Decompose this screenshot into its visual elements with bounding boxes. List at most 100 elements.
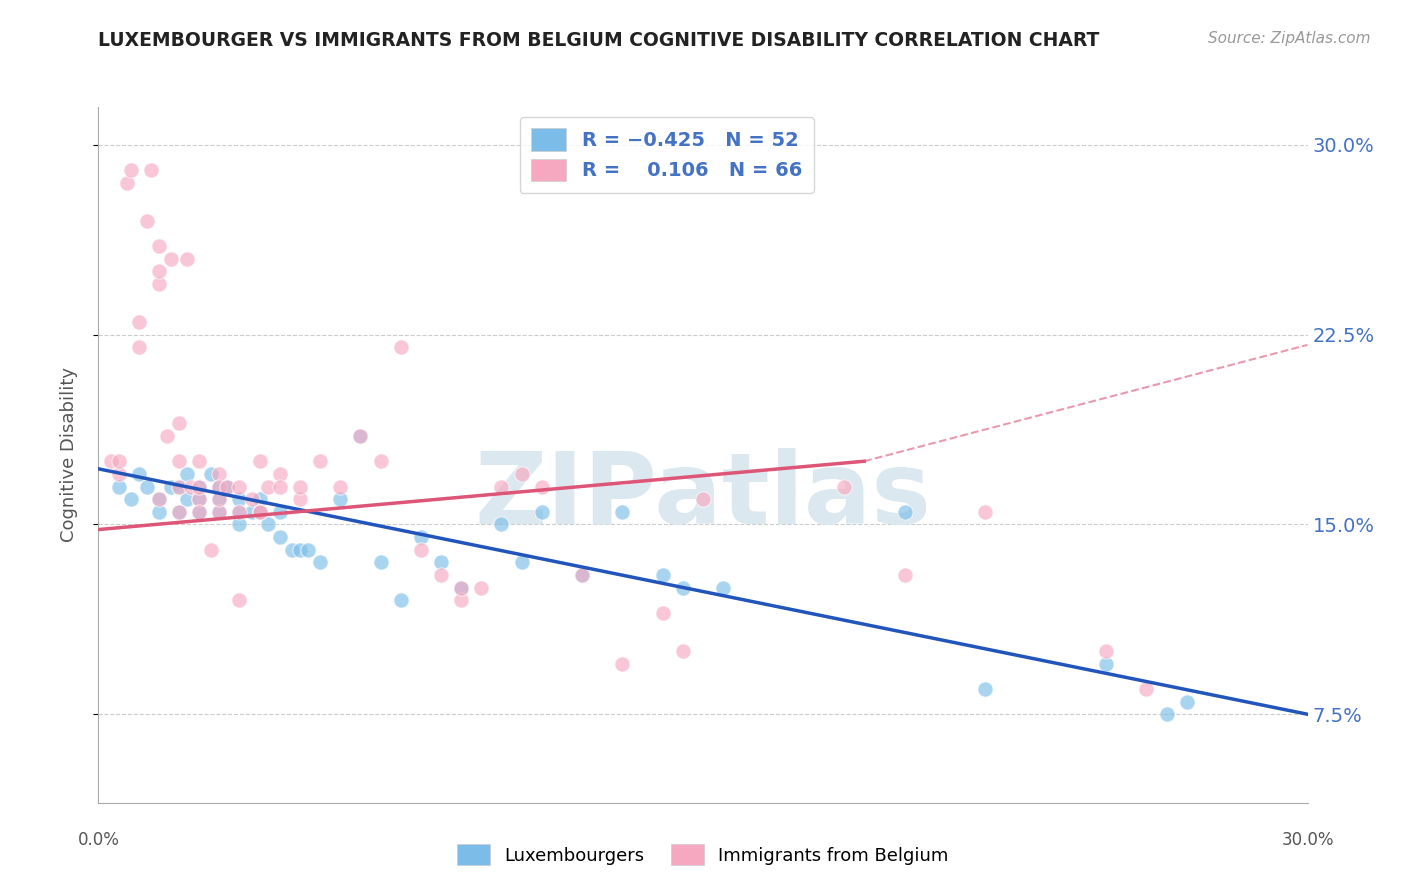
Point [128, 315, 150, 329]
Point [711, 581, 734, 595]
Point [167, 454, 190, 468]
Point [148, 277, 170, 292]
Point [430, 556, 453, 570]
Point [370, 556, 392, 570]
Point [249, 505, 271, 519]
Point [409, 542, 432, 557]
Point [120, 492, 142, 507]
Point [167, 479, 190, 493]
Point [297, 542, 319, 557]
Point [188, 492, 211, 507]
Point [349, 429, 371, 443]
Point [135, 479, 157, 493]
Point [208, 505, 231, 519]
Point [571, 568, 593, 582]
Point [1175, 695, 1198, 709]
Point [188, 492, 211, 507]
Point [188, 454, 211, 468]
Legend: R = −0.425   N = 52, R =    0.106   N = 66: R = −0.425 N = 52, R = 0.106 N = 66 [520, 117, 814, 193]
Point [893, 568, 915, 582]
Point [672, 644, 695, 658]
Point [269, 479, 291, 493]
Point [208, 479, 231, 493]
Text: 30.0%: 30.0% [1281, 830, 1334, 848]
Point [167, 417, 190, 431]
Point [389, 340, 412, 354]
Point [389, 593, 412, 607]
Point [200, 542, 222, 557]
Point [288, 492, 311, 507]
Point [450, 581, 472, 595]
Point [249, 505, 271, 519]
Text: ZIPatlas: ZIPatlas [475, 448, 931, 545]
Point [612, 657, 634, 671]
Point [249, 454, 271, 468]
Point [256, 517, 278, 532]
Point [832, 479, 855, 493]
Point [1135, 681, 1157, 696]
Point [176, 467, 198, 481]
Point [249, 492, 271, 507]
Point [571, 568, 593, 582]
Point [450, 581, 472, 595]
Point [893, 505, 915, 519]
Point [188, 479, 211, 493]
Point [370, 454, 392, 468]
Point [1095, 657, 1118, 671]
Text: 0.0%: 0.0% [77, 830, 120, 848]
Point [188, 505, 211, 519]
Point [160, 479, 183, 493]
Point [148, 264, 170, 278]
Point [107, 454, 129, 468]
Text: Source: ZipAtlas.com: Source: ZipAtlas.com [1208, 31, 1371, 46]
Point [329, 479, 352, 493]
Point [135, 214, 157, 228]
Point [288, 479, 311, 493]
Point [269, 467, 291, 481]
Point [672, 581, 695, 595]
Point [128, 340, 150, 354]
Point [208, 479, 231, 493]
Point [510, 467, 533, 481]
Point [1156, 707, 1178, 722]
Point [115, 176, 138, 190]
Point [188, 479, 211, 493]
Point [612, 505, 634, 519]
Point [309, 454, 332, 468]
Text: LUXEMBOURGER VS IMMIGRANTS FROM BELGIUM COGNITIVE DISABILITY CORRELATION CHART: LUXEMBOURGER VS IMMIGRANTS FROM BELGIUM … [98, 31, 1099, 50]
Point [1095, 644, 1118, 658]
Point [974, 681, 997, 696]
Point [470, 581, 492, 595]
Point [128, 467, 150, 481]
Point [167, 505, 190, 519]
Point [228, 505, 250, 519]
Point [329, 492, 352, 507]
Point [107, 467, 129, 481]
Point [240, 492, 263, 507]
Point [217, 479, 239, 493]
Point [200, 467, 222, 481]
Point [148, 239, 170, 253]
Point [148, 492, 170, 507]
Point [217, 479, 239, 493]
Point [510, 556, 533, 570]
Point [692, 492, 714, 507]
Point [269, 530, 291, 544]
Point [491, 479, 513, 493]
Point [228, 517, 250, 532]
Point [139, 163, 162, 178]
Point [167, 479, 190, 493]
Point [349, 429, 371, 443]
Y-axis label: Cognitive Disability: Cognitive Disability [59, 368, 77, 542]
Point [176, 492, 198, 507]
Point [180, 479, 202, 493]
Point [160, 252, 183, 266]
Point [288, 542, 311, 557]
Point [228, 505, 250, 519]
Point [208, 505, 231, 519]
Point [240, 505, 263, 519]
Point [228, 492, 250, 507]
Point [148, 492, 170, 507]
Point [409, 530, 432, 544]
Point [430, 568, 453, 582]
